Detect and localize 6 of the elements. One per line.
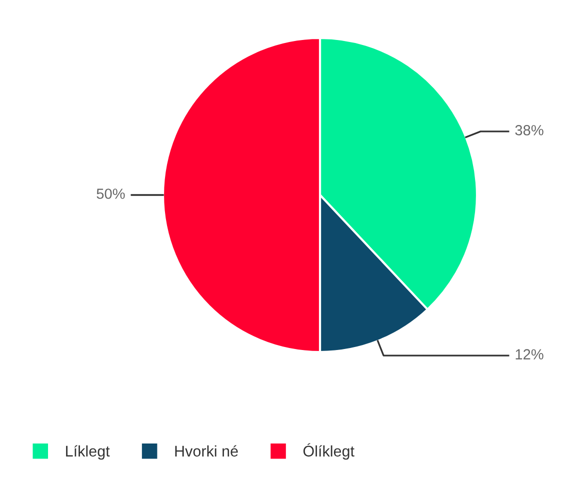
data-label: 50% [96, 188, 125, 199]
legend-label: Líklegt [66, 445, 110, 460]
data-label: 38% [515, 125, 544, 136]
data-label: 12% [516, 349, 544, 360]
legend-label: Hvorki né [175, 445, 238, 457]
legend-label: Ólíklegt [303, 443, 354, 460]
